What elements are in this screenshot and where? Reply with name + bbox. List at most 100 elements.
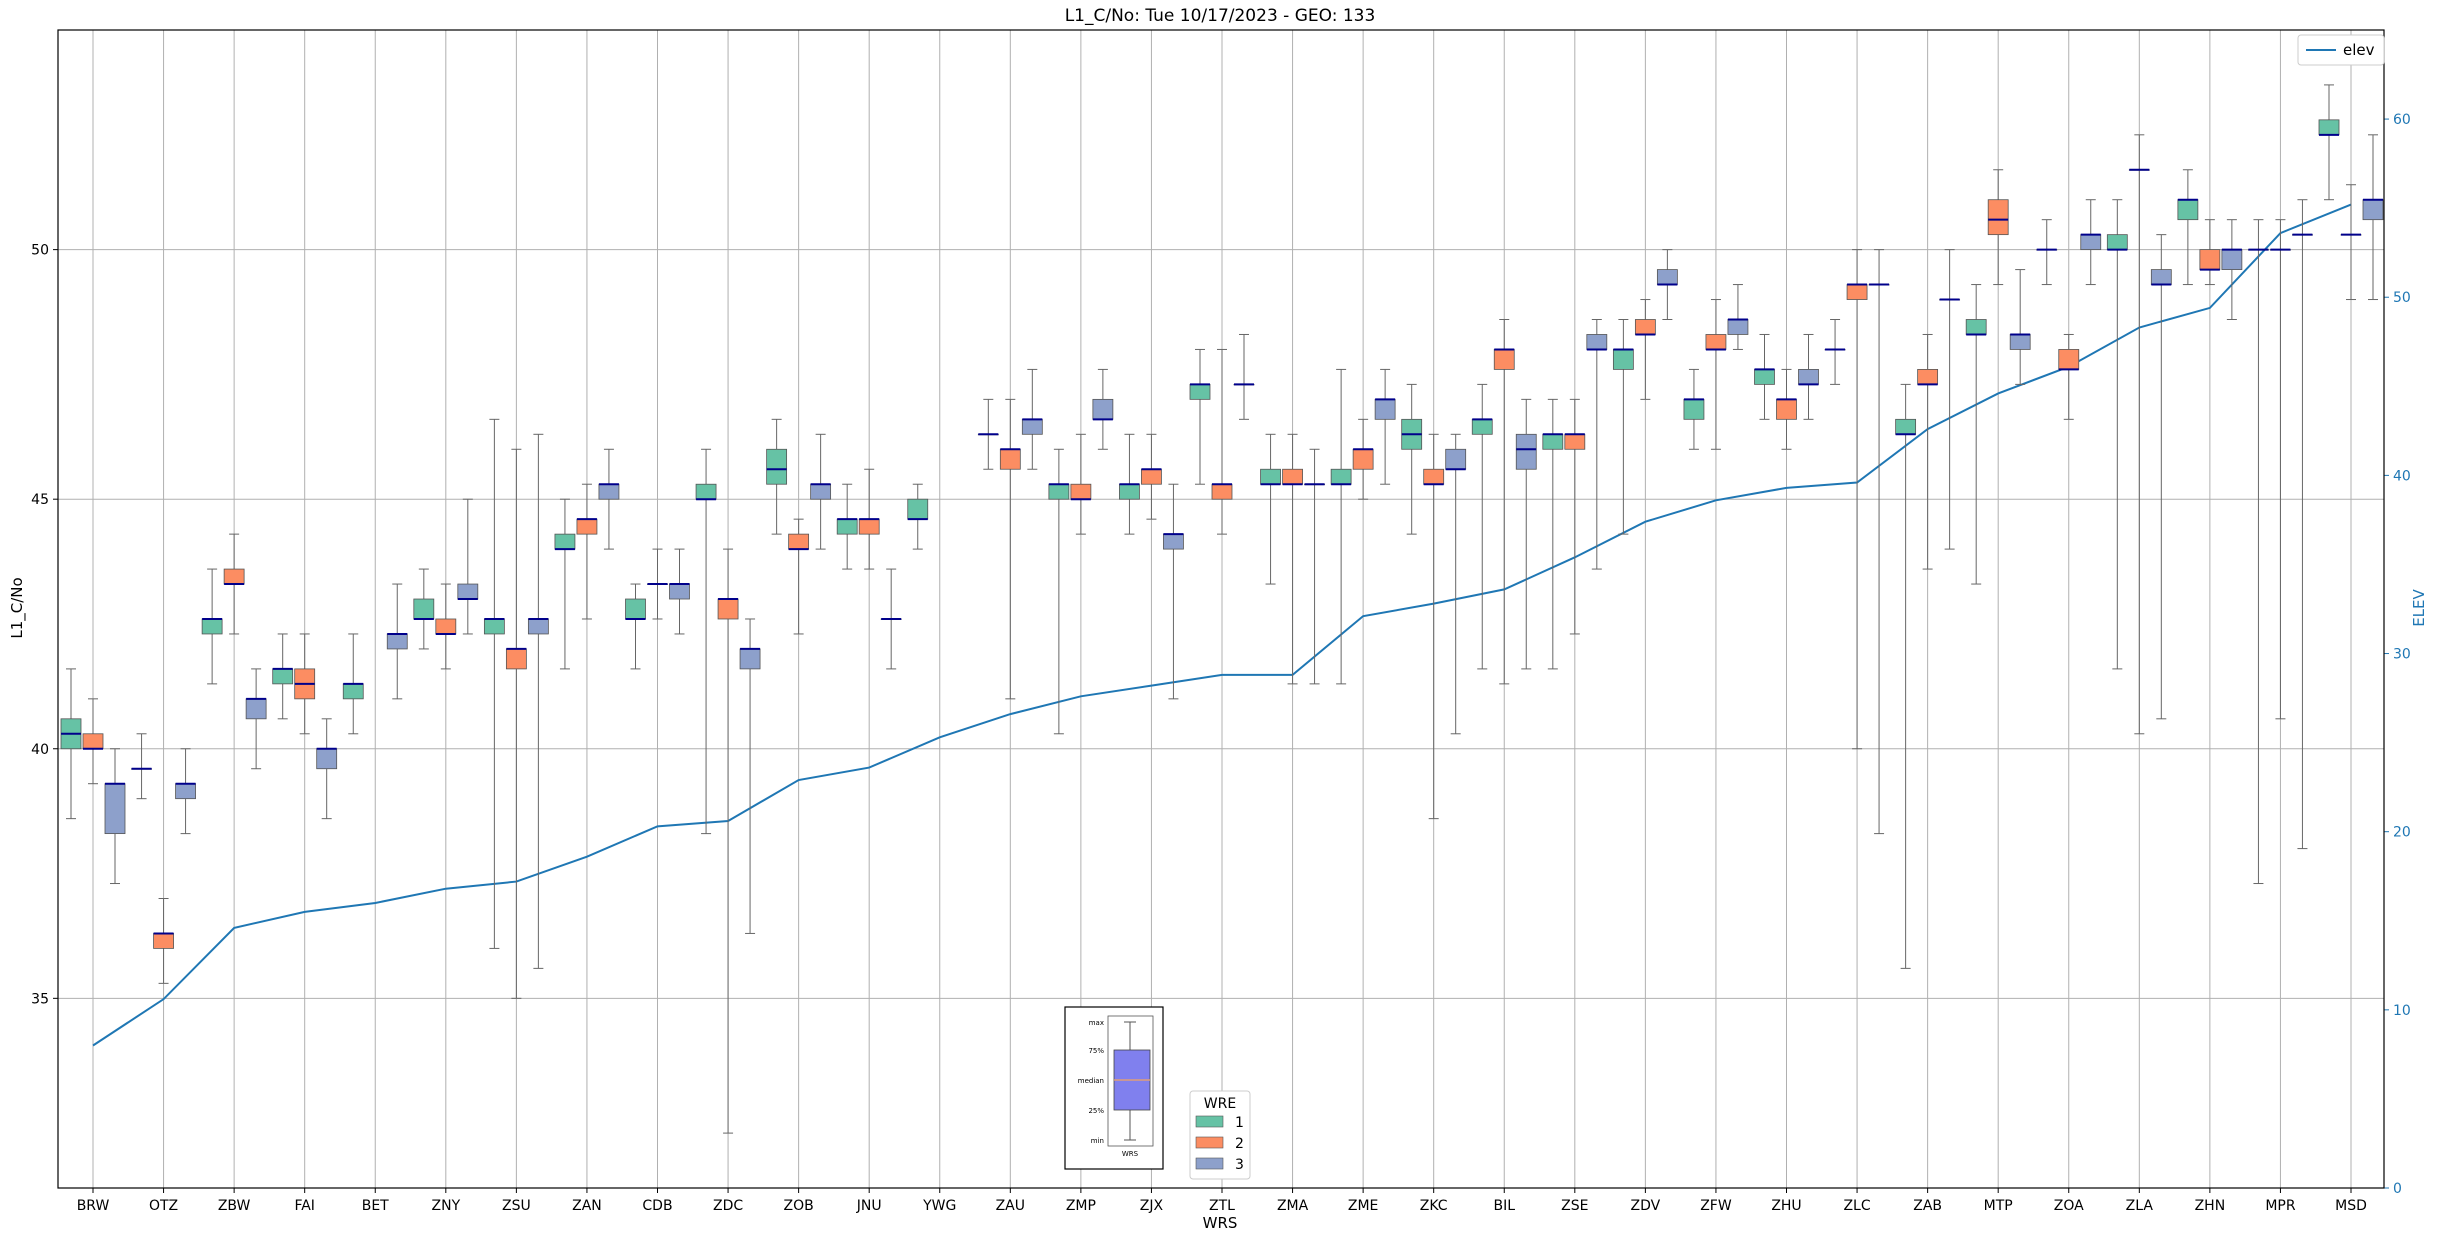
iqr-box <box>1656 269 1678 285</box>
x-tick-label-zhu: ZHU <box>1771 1198 1801 1214</box>
iqr-box <box>1705 334 1727 350</box>
iqr-box <box>2199 249 2221 270</box>
box-zjx-wre-1 <box>1119 433 1140 535</box>
x-tick-label-jnu: JNU <box>856 1198 882 1214</box>
x-tick-label-ztl: ZTL <box>1209 1198 1235 1214</box>
box-zfw-wre-1 <box>1683 368 1705 450</box>
iqr-box <box>2318 119 2340 136</box>
wre-legend-label-2: 2 <box>1235 1136 1244 1152</box>
elev-line <box>92 203 2352 1047</box>
iqr-box <box>999 448 1021 470</box>
box-zfw-wre-3 <box>1727 284 1749 350</box>
box-zsu-wre-3 <box>527 433 549 969</box>
iqr-box <box>788 533 810 550</box>
box-cdb-wre-2 <box>647 548 668 620</box>
iqr-box <box>1798 369 1819 385</box>
iqr-box <box>598 483 620 500</box>
iqr-box <box>1634 319 1656 335</box>
box-mpr-wre-2 <box>2270 219 2291 720</box>
box-otz-wre-2 <box>153 898 174 984</box>
box-zbw-wre-2 <box>223 533 245 635</box>
boxplot-key-inset: max 75% median 25% min WRS <box>1064 1006 1164 1170</box>
box-zhu-wre-3 <box>1798 333 1819 420</box>
iqr-box <box>272 668 294 685</box>
iqr-box <box>457 583 479 600</box>
box-zla-wre-2 <box>2128 134 2150 735</box>
wre-legend-swatch-3 <box>1195 1157 1224 1170</box>
x-tick-label-msd: MSD <box>2335 1198 2367 1214</box>
iqr-box <box>223 568 245 585</box>
iqr-box <box>483 618 505 635</box>
box-ywg-wre-1 <box>907 483 929 550</box>
box-zkc-wre-2 <box>1423 433 1445 820</box>
x-tick-label-zlc: ZLC <box>1843 1198 1870 1214</box>
x-tick-label-zbw: ZBW <box>218 1198 251 1214</box>
box-brw-wre-3 <box>104 748 126 885</box>
box-zme-wre-2 <box>1352 418 1374 500</box>
box-bil-wre-1 <box>1471 383 1493 670</box>
x-tick-label-mpr: MPR <box>2265 1198 2296 1214</box>
box-zoa-wre-2 <box>2058 333 2080 420</box>
box-jnu-wre-2 <box>858 468 880 570</box>
iqr-box <box>1754 369 1775 385</box>
x-tick-label-zma: ZMA <box>1277 1198 1309 1214</box>
box-zma-wre-1 <box>1260 433 1281 585</box>
iqr-box <box>1917 369 1939 385</box>
box-zkc-wre-1 <box>1401 383 1423 535</box>
plot-frame <box>57 29 2385 1189</box>
box-zlc-wre-2 <box>1846 249 1868 750</box>
iqr-box <box>836 518 858 535</box>
x-tick-label-fai: FAI <box>294 1198 314 1214</box>
iqr-box <box>527 618 549 635</box>
y2-tick-label-50: 50 <box>2393 290 2411 306</box>
box-zsu-wre-1 <box>483 418 505 949</box>
box-mpr-wre-1 <box>2248 219 2269 885</box>
wre-legend-swatch-2 <box>1195 1136 1224 1149</box>
box-zdc-wre-2 <box>717 548 739 1134</box>
box-fai-wre-2 <box>294 633 316 735</box>
iqr-box <box>1612 349 1634 370</box>
axes: BRW OTZ ZBW FAI BET ZNY ZSU ZAN CDB ZDC ZOB JNU YWG Z… <box>31 29 2411 1214</box>
box-zhu-wre-2 <box>1776 368 1797 450</box>
box-zjx-wre-3 <box>1163 483 1184 700</box>
y2-axis-label: ELEV <box>2410 588 2428 626</box>
iqr-box <box>1445 448 1467 470</box>
iqr-box <box>1282 468 1303 485</box>
iqr-box <box>766 448 788 485</box>
box-zla-wre-1 <box>2106 199 2128 670</box>
box-jnu-wre-1 <box>836 483 858 570</box>
box-msd-wre-3 <box>2362 134 2384 301</box>
iqr-box <box>1374 398 1396 420</box>
box-ztl-wre-1 <box>1189 348 1211 485</box>
iqr-box <box>1092 398 1114 420</box>
x-axis-label: WRS <box>1203 1214 1238 1232</box>
iqr-box <box>1189 383 1211 400</box>
wre-legend-label-3: 3 <box>1235 1157 1244 1173</box>
x-tick-label-zsu: ZSU <box>502 1198 531 1214</box>
iqr-box <box>1471 418 1493 435</box>
box-zdv-wre-1 <box>1612 319 1634 535</box>
box-zab-wre-1 <box>1895 383 1917 969</box>
iqr-box <box>104 783 126 835</box>
boxplot-key-label-75: 75% <box>1088 1047 1104 1055</box>
box-zau-wre-2 <box>999 398 1021 700</box>
iqr-box <box>435 618 457 635</box>
box-jnu-wre-3 <box>880 568 902 670</box>
iqr-box <box>1564 433 1586 450</box>
iqr-box <box>1119 483 1140 500</box>
box-mtp-wre-2 <box>1987 169 2009 286</box>
box-otz-wre-3 <box>175 748 196 835</box>
box-brw-wre-2 <box>82 698 104 785</box>
box-zse-wre-2 <box>1564 398 1586 635</box>
iqr-box <box>858 518 880 535</box>
y-axis-label: L1_C/No <box>8 577 27 638</box>
iqr-box <box>505 648 527 670</box>
x-tick-label-zhn: ZHN <box>2195 1198 2226 1214</box>
box-zau-wre-1 <box>977 398 999 470</box>
x-tick-label-zan: ZAN <box>572 1198 602 1214</box>
box-zma-wre-3 <box>1304 448 1325 685</box>
box-zme-wre-3 <box>1374 368 1396 485</box>
box-msd-wre-2 <box>2340 184 2362 301</box>
box-zfw-wre-2 <box>1705 299 1727 450</box>
